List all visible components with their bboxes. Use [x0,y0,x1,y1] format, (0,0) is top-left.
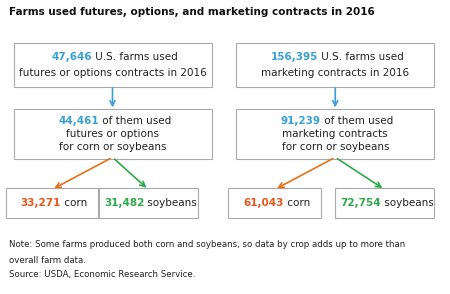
Text: 31,482: 31,482 [104,198,144,208]
Text: 61,043: 61,043 [243,198,284,208]
Text: soybeans: soybeans [381,198,433,208]
FancyBboxPatch shape [228,188,320,218]
Text: of them used: of them used [99,116,171,126]
Text: Note: Some farms produced both corn and soybeans, so data by crop adds up to mor: Note: Some farms produced both corn and … [9,240,405,249]
FancyBboxPatch shape [14,43,211,87]
Text: 33,271: 33,271 [20,198,61,208]
Text: futures or options: futures or options [66,129,159,139]
FancyBboxPatch shape [14,109,211,159]
Text: U.S. farms used: U.S. farms used [92,52,178,62]
Text: marketing contracts in 2016: marketing contracts in 2016 [261,68,410,78]
FancyBboxPatch shape [5,188,98,218]
FancyBboxPatch shape [236,109,434,159]
Text: U.S. farms used: U.S. farms used [318,52,404,62]
Text: Farms used futures, options, and marketing contracts in 2016: Farms used futures, options, and marketi… [9,7,375,17]
Text: 44,461: 44,461 [58,116,99,126]
Text: 72,754: 72,754 [340,198,381,208]
Text: soybeans: soybeans [144,198,197,208]
Text: 91,239: 91,239 [281,116,321,126]
Text: 156,395: 156,395 [271,52,318,62]
FancyBboxPatch shape [99,188,198,218]
FancyBboxPatch shape [236,43,434,87]
Text: corn: corn [284,198,310,208]
FancyBboxPatch shape [335,188,434,218]
Text: 47,646: 47,646 [51,52,92,62]
Text: of them used: of them used [321,116,393,126]
Text: marketing contracts: marketing contracts [283,129,388,139]
Text: overall farm data.: overall farm data. [9,256,86,265]
Text: Source: USDA, Economic Research Service.: Source: USDA, Economic Research Service. [9,270,195,280]
Text: futures or options contracts in 2016: futures or options contracts in 2016 [18,68,207,78]
Text: for corn or soybeans: for corn or soybeans [59,142,166,152]
Text: for corn or soybeans: for corn or soybeans [282,142,389,152]
Text: corn: corn [61,198,87,208]
